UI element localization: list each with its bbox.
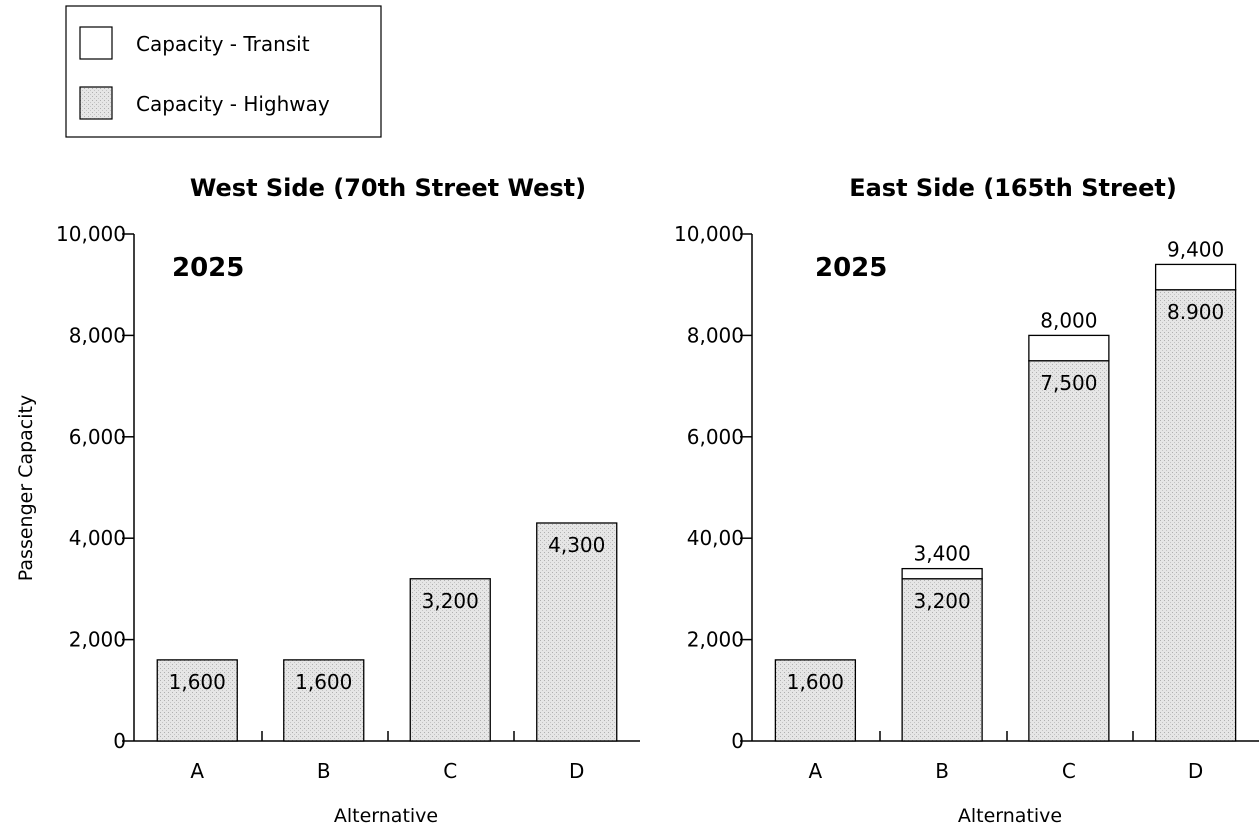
bar-highway-b [283, 659, 365, 742]
bar-value-label: 1,600 [295, 670, 352, 694]
y-tick-label: 10,000 [56, 222, 126, 246]
bar-highway-c [1028, 360, 1110, 742]
bar-value-label: 7,500 [1040, 371, 1097, 395]
y-tick-label: 0 [113, 729, 126, 753]
bar-value-label: 3,200 [913, 589, 970, 613]
bar-value-label: 3,200 [422, 589, 479, 613]
bar-transit-c [1028, 334, 1110, 362]
y-tick-label: 8,000 [69, 323, 126, 347]
x-tick-label: A [809, 759, 823, 783]
x-tick-label: D [569, 759, 584, 783]
y-tick-label: 0 [731, 729, 744, 753]
x-tick-label: C [1062, 759, 1076, 783]
x-tick-label: B [935, 759, 949, 783]
bar-total-label: 3,400 [913, 542, 970, 566]
y-tick-label: 6,000 [687, 425, 744, 449]
x-tick-label: C [443, 759, 457, 783]
bar-value-label: 1,600 [169, 670, 226, 694]
y-tick-label: 10,000 [674, 222, 744, 246]
y-tick-label: 4,000 [69, 526, 126, 550]
legend-label-highway: Capacity - Highway [136, 92, 330, 116]
bar-highway-a [774, 659, 857, 742]
west-x-axis-label: Alternative [334, 805, 438, 827]
bar-highway-d [536, 522, 618, 742]
y-tick-label: 2,000 [69, 628, 126, 652]
bar-highway-b [901, 578, 983, 742]
east-x-axis-label: Alternative [958, 805, 1062, 827]
bar-transit-d [1154, 263, 1237, 291]
legend-box [65, 5, 382, 138]
y-axis-label: Passenger Capacity [15, 395, 37, 581]
bar-value-label: 1,600 [787, 670, 844, 694]
bar-value-label: 4,300 [548, 533, 605, 557]
bar-highway-c [409, 578, 491, 742]
legend: Capacity - Transit Capacity - Highway [65, 5, 382, 138]
bar-total-label: 8,000 [1040, 308, 1097, 332]
west-title: West Side (70th Street West) [190, 174, 586, 202]
legend-swatch-transit [79, 26, 113, 60]
x-tick-label: D [1188, 759, 1203, 783]
bar-highway-d [1154, 289, 1237, 742]
y-tick-label: 2,000 [687, 628, 744, 652]
x-tick-label: B [317, 759, 331, 783]
west-annotation: 2025 [172, 253, 244, 283]
y-tick-label: 40,00 [687, 526, 744, 550]
x-tick-label: A [190, 759, 204, 783]
east-title: East Side (165th Street) [849, 174, 1177, 202]
bar-transit-b [901, 567, 983, 580]
y-tick-label: 6,000 [69, 425, 126, 449]
legend-label-transit: Capacity - Transit [136, 32, 310, 56]
bar-highway-a [156, 659, 238, 742]
bar-total-label: 9,400 [1167, 237, 1224, 261]
y-tick-label: 8,000 [687, 323, 744, 347]
west-panel: West Side (70th Street West) 2025 Passen… [15, 174, 640, 827]
legend-swatch-highway [79, 86, 113, 120]
bar-value-label: 8.900 [1167, 300, 1224, 324]
east-annotation: 2025 [815, 253, 887, 283]
east-panel: East Side (165th Street) 2025 Alternativ… [674, 174, 1259, 827]
